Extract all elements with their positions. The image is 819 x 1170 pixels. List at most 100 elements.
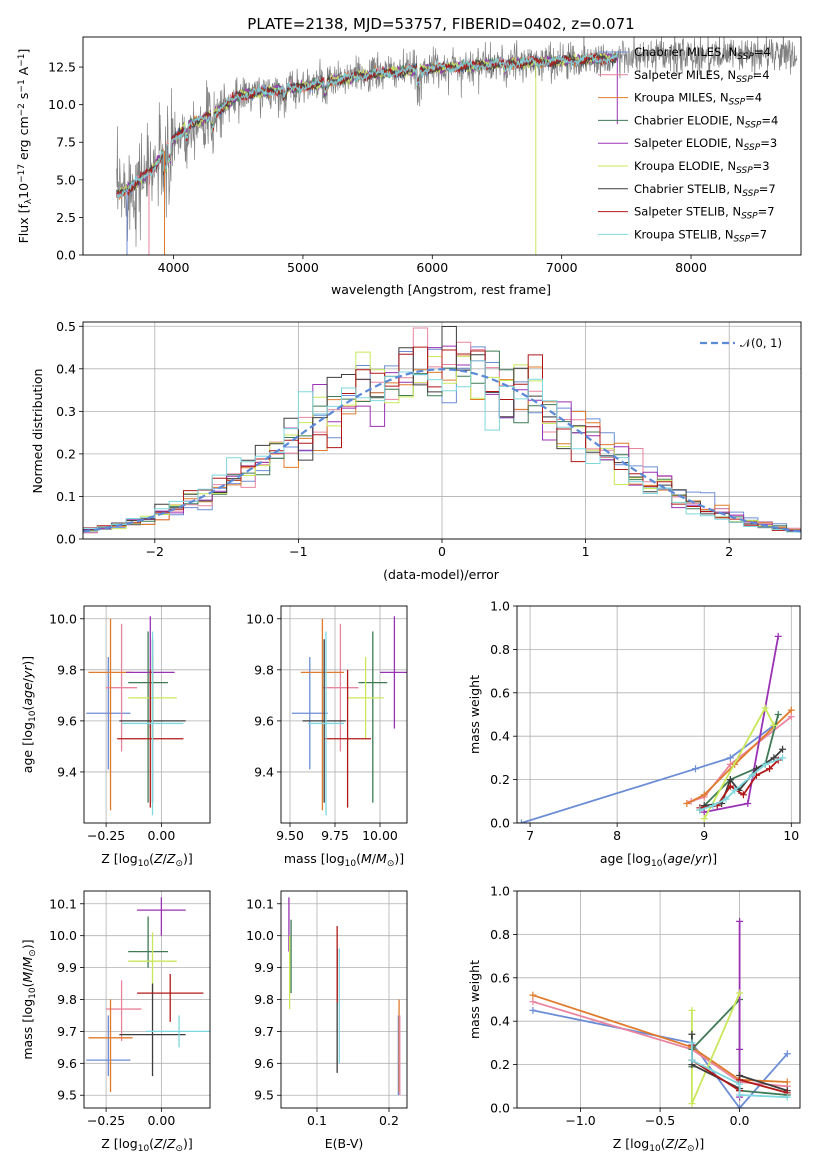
- x-tick-label: 7: [526, 828, 534, 843]
- plot-area: [86, 616, 186, 816]
- y-tick-label: 9.6: [254, 713, 274, 728]
- axes-frame: [83, 605, 211, 824]
- mass-weight-point: [783, 1078, 791, 1086]
- mass-vs-metallicity-panel: −0.25 0.009.59.69.79.89.910.010.1Z [log10…: [20, 890, 211, 1154]
- label-part: /: [20, 967, 35, 972]
- label-part: ⊙: [387, 859, 395, 869]
- x-tick-label: 8: [613, 828, 621, 843]
- label-part: (: [661, 1136, 666, 1151]
- y-axis-label: mass weight: [467, 675, 482, 754]
- legend-label: 𝒩(0, 1): [740, 336, 782, 350]
- mass-weight-point: [736, 989, 744, 997]
- label-part: =3: [753, 159, 770, 173]
- x-tick-label: 0.00: [147, 828, 175, 843]
- mass-weight-point: [787, 706, 795, 714]
- spectrum-panel: 4000 5000 6000 7000 8000 0.0 2.5 5.0 7.5 10.0 12.5…: [16, 36, 802, 297]
- x-tick-label: 0.2: [379, 1113, 399, 1128]
- label-part: )]: [183, 1136, 193, 1151]
- label-part: Z: [166, 851, 176, 866]
- label-part: Salpeter MILES, N: [634, 68, 736, 82]
- axes-frame: [280, 605, 408, 824]
- label-part: 10: [345, 859, 357, 869]
- mass-weight-line: [532, 994, 788, 1083]
- label-part: λ: [24, 198, 34, 204]
- label-part: =7: [750, 227, 767, 241]
- axes-frame: [280, 890, 408, 1109]
- label-part: Chabrier ELODIE, N: [634, 113, 745, 127]
- y-axis-label: Normed distribution: [30, 369, 45, 494]
- mass-weight-point: [774, 711, 782, 718]
- label-part: mass [log: [284, 851, 345, 866]
- y-tick-label: 9.8: [57, 992, 77, 1007]
- y-tick-label: 0.0: [490, 816, 510, 831]
- axes-frame: [82, 36, 802, 256]
- legend-label: Kroupa STELIB, NSSP=7: [634, 227, 767, 244]
- label-part: Kroupa ELODIE, N: [634, 159, 736, 173]
- mass-weight-line: [532, 1000, 788, 1088]
- label-part: SSP: [736, 74, 753, 84]
- mass-weight-point: [688, 1039, 696, 1047]
- x-axis-label: Z [log10(Z/Z⊙)]: [101, 1136, 193, 1154]
- mass-weight-point: [529, 1006, 537, 1014]
- mass-weight-point: [688, 1006, 696, 1014]
- x-axis-label: (data-model)/error: [383, 567, 500, 582]
- x-tick-label: 9: [700, 828, 708, 843]
- x-axis-label: Z [log10(Z/Z⊙)]: [613, 1136, 705, 1154]
- y-tick-label: 0.0: [56, 532, 76, 547]
- plot-area: [288, 897, 401, 1096]
- label-part: =4: [754, 45, 771, 59]
- label-part: )]: [394, 851, 404, 866]
- label-part: SSP: [736, 166, 753, 176]
- y-tick-label: 0.2: [56, 446, 76, 461]
- legend-label: Kroupa MILES, NSSP=4: [634, 91, 762, 108]
- y-tick-label: 9.6: [254, 1056, 274, 1071]
- mass-weight-point: [774, 632, 782, 640]
- label-part: )]: [183, 851, 193, 866]
- plot-area: [291, 616, 407, 816]
- label-part: Salpeter STELIB, N: [634, 205, 741, 219]
- mass-weight-point: [688, 1056, 696, 1064]
- mass-weight-point: [783, 1093, 791, 1101]
- y-tick-label: 7.5: [56, 135, 76, 150]
- label-part: Z [log: [613, 1136, 649, 1151]
- label-part: /: [674, 1136, 679, 1151]
- label-part: Z: [677, 1136, 687, 1151]
- x-tick-label: 1: [582, 544, 590, 559]
- mass-weight-point: [529, 998, 537, 1006]
- label-part: )]: [694, 1136, 704, 1151]
- label-part: −1: [17, 54, 27, 67]
- x-tick-label: −1.0: [565, 1113, 595, 1128]
- axes-frame: [516, 890, 801, 1109]
- label-part: Z [log: [101, 851, 137, 866]
- plot-area: [116, 37, 798, 255]
- mass-weight-point: [709, 802, 717, 810]
- y-tick-label: 9.5: [254, 1088, 274, 1103]
- mass-weight-line: [699, 759, 779, 809]
- label-part: /: [163, 1136, 168, 1151]
- label-part: (: [149, 851, 154, 866]
- mass-weight-point: [688, 1030, 696, 1038]
- y-tick-label: 1.0: [490, 884, 510, 899]
- y-tick-label: 0.4: [490, 1014, 510, 1029]
- label-part: =4: [745, 91, 762, 105]
- label-part: ⊙: [175, 1144, 183, 1154]
- axes-frame: [516, 605, 801, 824]
- x-axis-label: E(B-V): [325, 1136, 364, 1151]
- residual-histogram: [83, 360, 801, 533]
- label-part: )]: [20, 939, 35, 949]
- y-tick-label: 0.4: [490, 729, 510, 744]
- mass-weight-line: [521, 724, 775, 823]
- y-tick-label: 9.5: [57, 1088, 77, 1103]
- y-tick-label: 0.0: [490, 1101, 510, 1116]
- label-part: Chabrier STELIB, N: [634, 182, 742, 196]
- y-tick-label: 9.6: [57, 713, 77, 728]
- label-part: )]: [20, 656, 35, 666]
- label-part: 10: [138, 1144, 150, 1154]
- y-tick-label: 0.6: [490, 685, 510, 700]
- label-part: Flux [f: [16, 204, 31, 244]
- x-tick-label: 6000: [416, 260, 448, 275]
- label-part: 10: [28, 710, 38, 722]
- x-tick-label: 10: [783, 828, 799, 843]
- mass-weight-point: [731, 786, 739, 794]
- label-part: M: [20, 972, 35, 983]
